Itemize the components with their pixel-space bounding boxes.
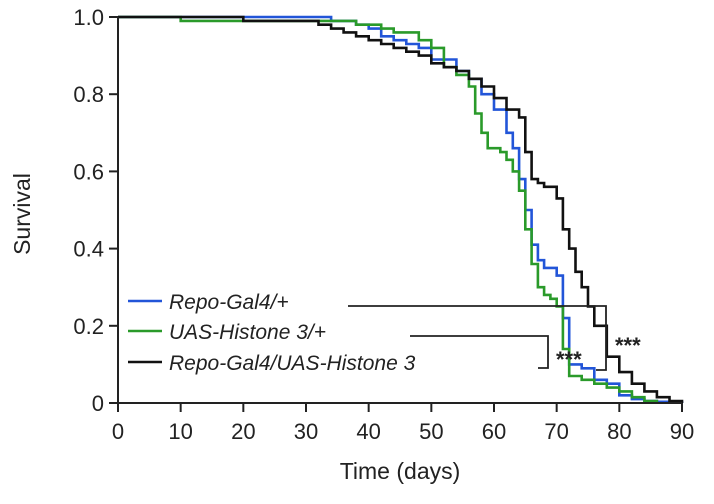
significance-label-0: *** bbox=[556, 347, 582, 372]
y-axis-title: Survival bbox=[9, 173, 35, 255]
x-tick-label: 60 bbox=[482, 419, 506, 444]
x-tick-label: 10 bbox=[168, 419, 192, 444]
x-tick-label: 50 bbox=[419, 419, 443, 444]
x-tick-label: 0 bbox=[112, 419, 124, 444]
y-tick-label: 0.4 bbox=[73, 237, 104, 262]
x-tick-label: 90 bbox=[670, 419, 694, 444]
y-tick-label: 0.2 bbox=[73, 314, 104, 339]
x-tick-label: 30 bbox=[294, 419, 318, 444]
significance-bracket-0 bbox=[410, 335, 549, 369]
significance-bracket-1 bbox=[348, 305, 607, 371]
x-tick-label: 80 bbox=[607, 419, 631, 444]
y-tick-label: 0.8 bbox=[73, 82, 104, 107]
series-line-2 bbox=[118, 15, 684, 403]
legend-label-2: Repo-Gal4/UAS-Histone 3 bbox=[169, 352, 416, 375]
y-tick-label: 0 bbox=[92, 391, 104, 416]
legend-label-0: Repo-Gal4/+ bbox=[169, 291, 289, 314]
x-tick-label: 70 bbox=[544, 419, 568, 444]
significance-label-1: *** bbox=[615, 333, 641, 358]
y-tick-label: 1.0 bbox=[73, 5, 104, 30]
y-tick-label: 0.6 bbox=[73, 159, 104, 184]
x-tick-label: 40 bbox=[356, 419, 380, 444]
x-axis-title: Time (days) bbox=[340, 458, 461, 484]
series-line-0 bbox=[118, 15, 684, 404]
series-line-1 bbox=[118, 15, 659, 403]
legend-label-1: UAS-Histone 3/+ bbox=[169, 321, 326, 344]
x-tick-label: 20 bbox=[231, 419, 255, 444]
